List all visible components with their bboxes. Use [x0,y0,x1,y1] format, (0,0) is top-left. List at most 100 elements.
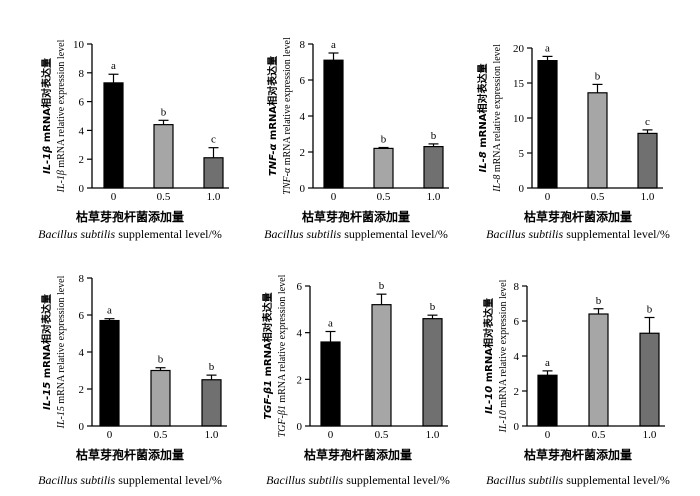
x-axis-label-en: Bacillus subtilis supplemental level/% [38,227,222,241]
y-axis-label-en: IL-15 mRNA relative expression level [56,275,67,429]
x-tick-label: 0 [545,191,551,203]
bar [637,132,658,189]
y-tick-label: 0 [300,183,306,195]
y-tick-label: 4 [297,328,303,340]
y-tick-label: 8 [79,68,85,80]
x-axis-label-cn: 枯草芽孢杆菌添加量 [76,447,184,462]
bar [588,313,609,427]
y-tick-label: 8 [300,39,306,51]
x-tick-label: 0.5 [154,429,168,441]
bar [99,319,120,427]
y-tick-label: 0 [514,421,520,433]
y-tick-label: 0 [519,183,525,195]
x-tick-label: 1.0 [643,429,657,441]
significance-letter: b [431,130,437,142]
y-axis-label-cn: IL-1β mRNA相对表达量 [40,58,53,174]
y-tick-label: 4 [79,125,85,137]
x-axis-label-en: Bacillus subtilis supplemental level/% [264,227,448,241]
significance-letter: a [111,60,116,72]
x-tick-label: 0.5 [157,191,171,203]
y-tick-label: 0 [79,183,85,195]
x-tick-label: 1.0 [426,429,440,441]
y-axis-label-cn: IL-15 mRNA相对表达量 [40,294,53,410]
y-tick-label: 15 [513,78,525,90]
y-tick-label: 2 [79,154,85,166]
bar [587,92,608,189]
y-axis-label-cn: IL-10 mRNA相对表达量 [482,298,495,414]
x-axis-label-cn: 枯草芽孢杆菌添加量 [76,209,184,224]
bar [537,59,558,189]
y-axis-label-en: IL-10 mRNA relative expression level [498,279,509,433]
y-tick-label: 10 [513,113,525,125]
x-tick-label: 0.5 [591,191,605,203]
y-axis-label-en: TNF-α mRNA relative expression level [282,37,293,195]
y-tick-label: 4 [300,111,306,123]
y-tick-label: 0 [297,421,303,433]
significance-letter: b [209,361,215,373]
bar [639,332,660,427]
x-tick-label: 0.5 [375,429,389,441]
x-axis-label-cn: 枯草芽孢杆菌添加量 [302,209,410,224]
x-tick-label: 0.5 [377,191,391,203]
x-axis-label-en: Bacillus subtilis supplemental level/% [266,473,450,487]
y-axis-label-en: TGF-β1 mRNA relative expression level [277,274,288,437]
significance-letter: b [596,295,602,307]
significance-letter: b [595,70,601,82]
significance-letter: c [211,134,216,146]
y-tick-label: 8 [514,281,520,293]
x-tick-label: 1.0 [641,191,655,203]
x-axis-label-en: Bacillus subtilis supplemental level/% [38,473,222,487]
x-tick-label: 0 [111,191,117,203]
y-tick-label: 4 [514,351,520,363]
y-tick-label: 8 [79,273,85,285]
y-tick-label: 6 [514,316,520,328]
bar [423,146,444,189]
y-axis-label-en: IL-1β mRNA relative expression level [56,39,67,193]
x-axis-label-en: Bacillus subtilis supplemental level/% [486,473,670,487]
bar [103,82,124,189]
bar [371,304,392,427]
bar [203,157,224,189]
x-tick-label: 0 [331,191,337,203]
y-tick-label: 2 [514,386,520,398]
y-tick-label: 20 [513,43,525,55]
y-axis-label-en: IL-8 mRNA relative expression level [492,44,503,193]
bar [323,59,344,189]
y-tick-label: 10 [73,39,85,51]
x-axis-label-cn: 枯草芽孢杆菌添加量 [524,209,632,224]
y-tick-label: 2 [297,374,303,386]
y-tick-label: 2 [79,384,85,396]
bar [201,379,222,427]
x-axis-label-cn: 枯草芽孢杆菌添加量 [304,447,412,462]
y-axis-label-cn: TNF-α mRNA相对表达量 [266,56,279,176]
significance-letter: a [545,42,550,54]
bar [150,369,171,427]
x-axis-label-en: Bacillus subtilis supplemental level/% [486,227,670,241]
y-tick-label: 6 [297,281,303,293]
significance-letter: b [161,106,167,118]
y-tick-label: 4 [79,347,85,359]
y-tick-label: 6 [79,310,85,322]
x-tick-label: 0.5 [592,429,606,441]
significance-letter: a [107,305,112,317]
significance-letter: b [647,304,653,316]
y-tick-label: 0 [79,421,85,433]
x-tick-label: 1.0 [205,429,219,441]
y-tick-label: 2 [300,147,306,159]
x-tick-label: 0 [328,429,334,441]
significance-letter: a [331,39,336,51]
x-tick-label: 1.0 [207,191,221,203]
y-axis-label-cn: IL-8 mRNA相对表达量 [476,64,489,173]
significance-letter: a [328,318,333,330]
x-tick-label: 0 [107,429,113,441]
y-tick-label: 6 [79,97,85,109]
x-tick-label: 1.0 [427,191,441,203]
significance-letter: b [379,280,385,292]
